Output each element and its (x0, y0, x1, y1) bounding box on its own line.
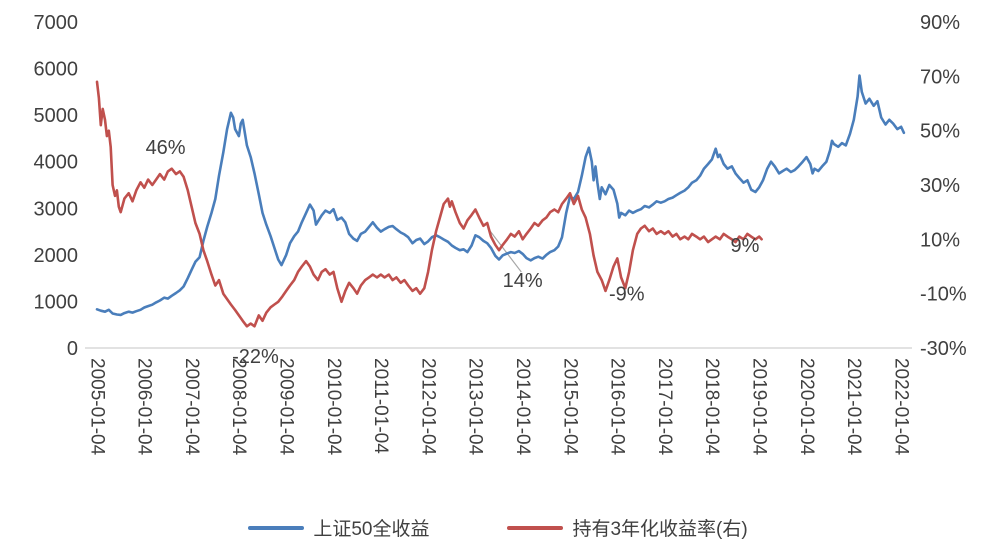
left-axis-tick-label: 6000 (34, 59, 79, 81)
left-axis-tick-label: 3000 (34, 198, 79, 220)
x-axis-tick-label: 2013-01-04 (465, 358, 486, 456)
left-axis-tick-label: 4000 (34, 152, 79, 174)
x-axis-tick-label: 2021-01-04 (843, 358, 864, 456)
blue-line-swatch-icon (248, 525, 305, 530)
legend-item-3yr-return: 持有3年化收益率(右) (507, 514, 748, 541)
left-axis-tick-label: 5000 (34, 105, 79, 127)
series-line-3yr-annualized-return (95, 80, 763, 328)
x-axis-tick-label: 2015-01-04 (559, 358, 580, 456)
x-axis-tick-label: 2011-01-04 (370, 358, 391, 454)
x-axis-tick-label: 2009-01-04 (276, 358, 297, 456)
legend-label-sse50: 上证50全收益 (313, 519, 430, 540)
annotation-label: -22% (232, 346, 279, 368)
annotation-label: 46% (146, 137, 186, 159)
x-axis-tick-label: 2016-01-04 (607, 358, 628, 456)
left-axis-tick-label: 7000 (34, 12, 79, 34)
left-axis-tick-label: 1000 (34, 291, 79, 313)
right-axis-tick-label: -30% (920, 338, 967, 360)
right-axis-tick-label: 70% (920, 66, 960, 88)
right-axis-tick-label: 30% (920, 175, 960, 197)
left-axis-tick-label: 2000 (34, 245, 79, 267)
legend-item-sse50: 上证50全收益 (248, 514, 429, 541)
x-axis-tick-label: 2008-01-04 (228, 358, 249, 456)
x-axis-tick-label: 2022-01-04 (890, 358, 911, 456)
x-axis-tick-label: 2012-01-04 (417, 358, 438, 456)
red-line-swatch-icon (507, 525, 564, 530)
annotation-label: 9% (731, 235, 760, 257)
x-axis-tick-label: 2006-01-04 (134, 358, 155, 456)
left-axis-tick-label: 0 (67, 338, 78, 360)
x-axis-tick-label: 2020-01-04 (796, 358, 817, 456)
x-axis-tick-label: 2017-01-04 (654, 358, 675, 456)
x-axis-tick-label: 2019-01-04 (749, 358, 770, 456)
x-axis-tick-label: 2018-01-04 (701, 358, 722, 456)
chart-legend: 上证50全收益 持有3年化收益率(右) (0, 514, 996, 541)
annotation-leader-line (487, 228, 522, 273)
x-axis-tick-label: 2007-01-04 (181, 358, 202, 456)
legend-label-3yr-return: 持有3年化收益率(右) (572, 519, 748, 540)
annotation-label: 14% (503, 270, 543, 292)
right-axis-tick-label: -10% (920, 284, 967, 306)
series-line-sse50-total-return (95, 74, 906, 317)
x-axis-tick-label: 2010-01-04 (323, 358, 344, 456)
right-axis-tick-label: 90% (920, 12, 960, 34)
right-axis-tick-label: 50% (920, 121, 960, 143)
x-axis-tick-label: 2005-01-04 (86, 358, 107, 456)
right-axis-tick-label: 10% (920, 229, 960, 251)
annotation-label: -9% (609, 284, 645, 306)
x-axis-tick-label: 2014-01-04 (512, 358, 533, 456)
